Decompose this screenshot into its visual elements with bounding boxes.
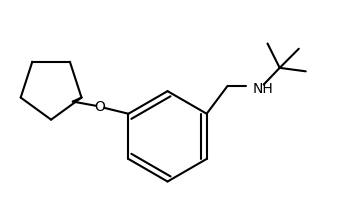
Text: NH: NH	[253, 82, 273, 96]
Text: O: O	[95, 100, 105, 114]
